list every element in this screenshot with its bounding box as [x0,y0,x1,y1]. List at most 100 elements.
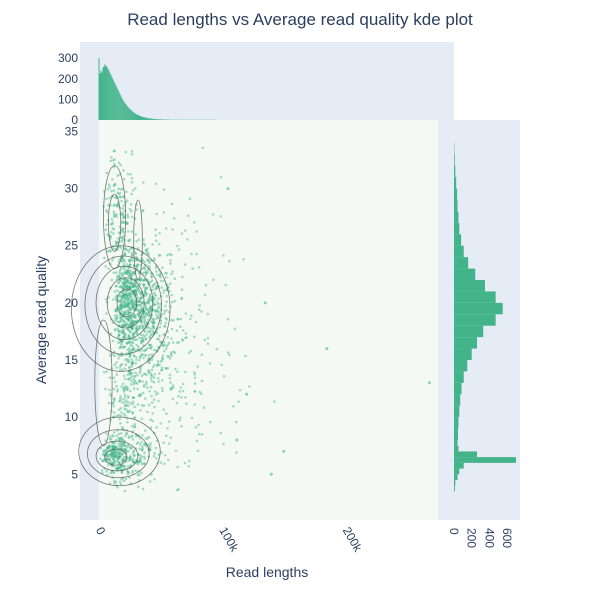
top-hist-bar [159,119,160,120]
scatter-point [128,435,131,438]
scatter-point [147,369,150,372]
scatter-point [146,386,149,389]
scatter-point [107,267,110,270]
y-tick-label: 25 [65,239,79,253]
scatter-point [114,456,117,459]
scatter-point [161,390,164,393]
y-axis-label: Average read quality [33,256,49,384]
scatter-point [138,359,141,362]
scatter-point [223,375,226,378]
right-hist-bar [454,474,458,480]
scatter-point [179,417,182,420]
scatter-point [139,312,142,315]
top-hist-y-tick-label: 200 [58,72,78,86]
top-hist-bar [114,83,115,120]
top-hist-bar [124,102,125,120]
scatter-point [124,297,127,300]
scatter-point [182,383,185,386]
scatter-point [143,243,146,246]
scatter-point [105,432,108,435]
scatter-point [124,305,127,308]
scatter-point [129,282,132,285]
right-hist-x-tick-label: 600 [500,528,514,548]
scatter-point [150,395,153,398]
right-hist-bar [454,200,458,211]
scatter-point [162,354,165,357]
scatter-point [127,313,130,316]
scatter-point [159,360,162,363]
scatter-point [135,359,138,362]
scatter-point [164,305,167,308]
scatter-point [244,355,247,358]
scatter-point [139,325,142,328]
scatter-point [113,163,116,166]
scatter-point [121,306,124,309]
scatter-point [152,289,155,292]
scatter-point [105,224,108,227]
scatter-point [201,433,204,436]
scatter-point [179,325,182,328]
scatter-point [113,189,116,192]
scatter-point [134,423,137,426]
right-hist-bar [454,223,459,234]
scatter-point [163,325,166,328]
scatter-point [201,380,204,383]
scatter-point [194,376,197,379]
top-hist-bar [123,101,124,120]
scatter-point [133,333,136,336]
scatter-point [118,286,121,289]
scatter-point [110,231,113,234]
scatter-point [150,333,153,336]
scatter-point [116,373,119,376]
right-hist-bar [454,480,455,486]
scatter-point [123,253,126,256]
scatter-point [129,269,132,272]
scatter-point [282,450,285,453]
scatter-point [124,490,127,493]
scatter-point [105,198,108,201]
scatter-point [131,412,134,415]
top-hist-bar [125,104,126,120]
top-hist-bar [162,119,163,120]
scatter-point [112,458,115,461]
top-hist-bar [122,99,123,120]
scatter-point [193,373,196,376]
scatter-point [114,314,117,317]
right-hist-bar [454,280,485,291]
scatter-point [220,215,223,218]
scatter-point [140,321,143,324]
scatter-point [132,461,135,464]
top-hist-bar [126,105,127,120]
scatter-point [117,327,120,330]
scatter-point [146,293,149,296]
scatter-point [153,373,156,376]
scatter-point [127,396,130,399]
scatter-point [212,213,215,216]
scatter-point [124,378,127,381]
scatter-point [145,249,148,252]
right-hist-x-tick-label: 400 [482,528,496,548]
scatter-point [120,200,123,203]
top-hist-bar [141,116,142,120]
top-histogram-background [80,42,454,120]
scatter-point [130,319,133,322]
scatter-point [158,380,161,383]
top-hist-bar [117,89,118,120]
scatter-point [176,342,179,345]
scatter-point [123,320,126,323]
scatter-point [146,287,149,290]
scatter-point [130,447,133,450]
scatter-point [136,338,139,341]
scatter-point [167,367,170,370]
scatter-point [118,408,121,411]
scatter-point [170,436,173,439]
scatter-point [114,451,117,454]
scatter-point [166,427,169,430]
top-hist-bar [131,111,132,120]
scatter-point [116,486,119,489]
scatter-point [151,286,154,289]
scatter-point [122,346,125,349]
scatter-point [168,442,171,445]
scatter-point [131,177,134,180]
